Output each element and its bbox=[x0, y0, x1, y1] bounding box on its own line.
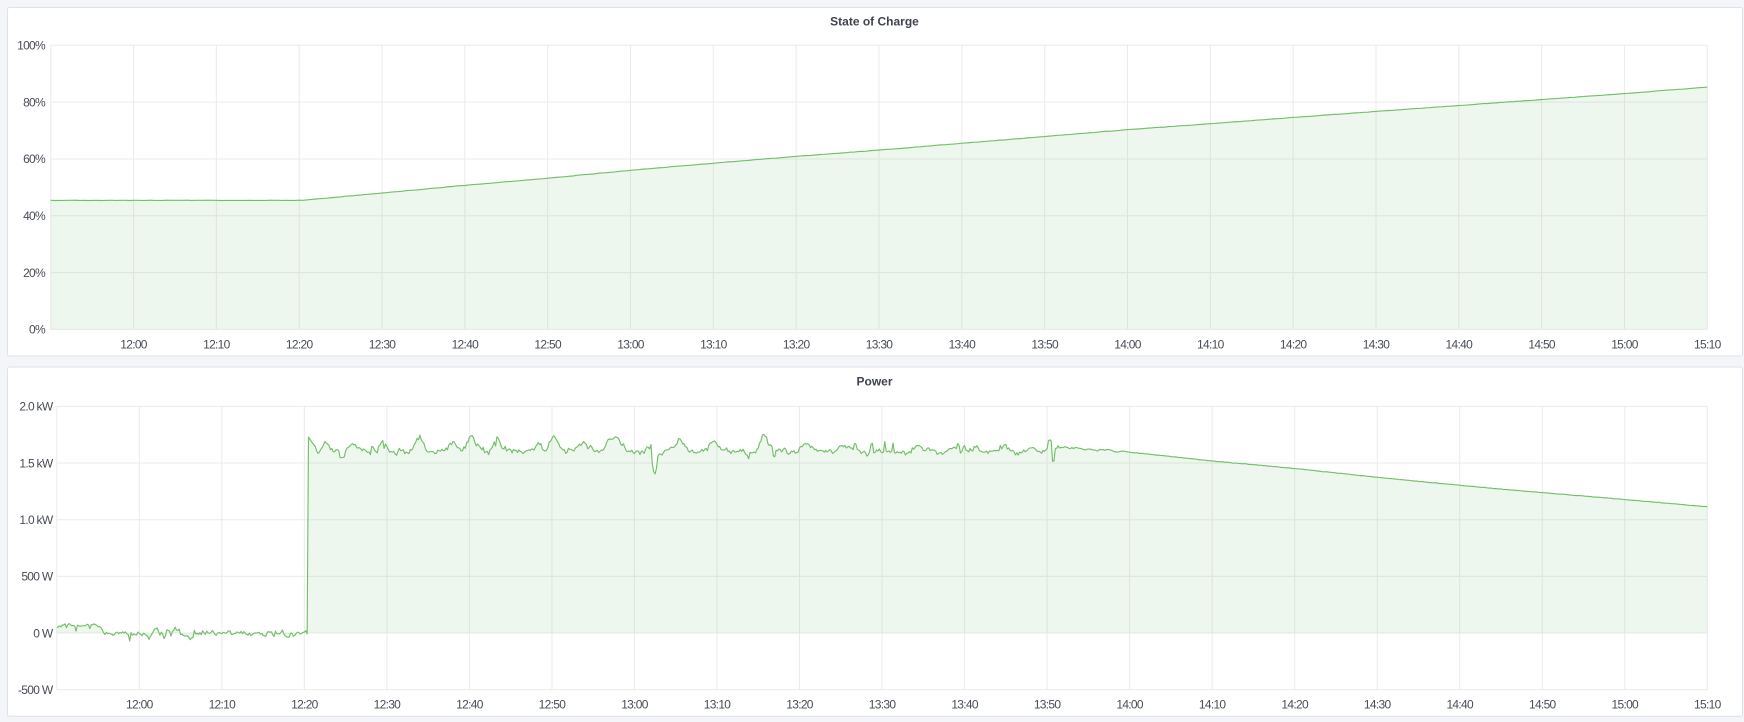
svg-text:12:30: 12:30 bbox=[369, 338, 397, 352]
svg-text:13:00: 13:00 bbox=[617, 338, 645, 352]
svg-text:13:40: 13:40 bbox=[951, 698, 979, 712]
svg-text:14:40: 14:40 bbox=[1446, 338, 1474, 352]
svg-text:13:50: 13:50 bbox=[1034, 698, 1062, 712]
svg-text:13:20: 13:20 bbox=[786, 698, 814, 712]
svg-text:100%: 100% bbox=[17, 39, 46, 53]
svg-text:15:10: 15:10 bbox=[1694, 338, 1722, 352]
svg-text:14:50: 14:50 bbox=[1529, 698, 1557, 712]
svg-text:12:10: 12:10 bbox=[203, 338, 231, 352]
svg-text:14:40: 14:40 bbox=[1446, 698, 1474, 712]
svg-text:60%: 60% bbox=[23, 152, 46, 166]
svg-text:13:00: 13:00 bbox=[621, 698, 649, 712]
svg-text:40%: 40% bbox=[23, 209, 46, 223]
svg-text:14:50: 14:50 bbox=[1528, 338, 1556, 352]
svg-text:12:30: 12:30 bbox=[374, 698, 402, 712]
svg-text:13:30: 13:30 bbox=[866, 338, 894, 352]
svg-text:12:40: 12:40 bbox=[452, 338, 480, 352]
svg-text:13:10: 13:10 bbox=[700, 338, 728, 352]
svg-text:Power: Power bbox=[856, 375, 892, 389]
svg-text:80%: 80% bbox=[23, 95, 46, 109]
svg-text:0%: 0% bbox=[29, 323, 46, 337]
svg-text:14:10: 14:10 bbox=[1197, 338, 1225, 352]
svg-text:15:10: 15:10 bbox=[1694, 698, 1722, 712]
svg-text:500 W: 500 W bbox=[21, 570, 54, 584]
svg-text:12:00: 12:00 bbox=[126, 698, 154, 712]
svg-text:14:00: 14:00 bbox=[1114, 338, 1142, 352]
svg-text:12:20: 12:20 bbox=[286, 338, 314, 352]
svg-text:14:10: 14:10 bbox=[1199, 698, 1227, 712]
svg-text:12:10: 12:10 bbox=[209, 698, 237, 712]
svg-text:14:30: 14:30 bbox=[1364, 698, 1392, 712]
svg-text:2.0 kW: 2.0 kW bbox=[19, 400, 54, 414]
svg-text:13:30: 13:30 bbox=[869, 698, 897, 712]
svg-text:14:30: 14:30 bbox=[1363, 338, 1391, 352]
svg-text:14:20: 14:20 bbox=[1281, 698, 1309, 712]
svg-text:15:00: 15:00 bbox=[1611, 338, 1639, 352]
svg-text:13:20: 13:20 bbox=[783, 338, 811, 352]
svg-text:14:00: 14:00 bbox=[1116, 698, 1144, 712]
svg-text:20%: 20% bbox=[23, 266, 46, 280]
svg-text:12:50: 12:50 bbox=[539, 698, 567, 712]
svg-text:12:20: 12:20 bbox=[291, 698, 319, 712]
svg-text:14:20: 14:20 bbox=[1280, 338, 1308, 352]
svg-text:12:50: 12:50 bbox=[534, 338, 562, 352]
svg-text:13:40: 13:40 bbox=[949, 338, 977, 352]
svg-text:0 W: 0 W bbox=[33, 626, 54, 640]
svg-text:1.5 kW: 1.5 kW bbox=[19, 456, 54, 470]
svg-text:15:00: 15:00 bbox=[1612, 698, 1640, 712]
svg-text:12:00: 12:00 bbox=[120, 338, 148, 352]
svg-text:13:10: 13:10 bbox=[704, 698, 732, 712]
svg-text:12:40: 12:40 bbox=[456, 698, 484, 712]
svg-text:State of Charge: State of Charge bbox=[830, 15, 919, 29]
svg-text:13:50: 13:50 bbox=[1031, 338, 1059, 352]
svg-text:1.0 kW: 1.0 kW bbox=[19, 513, 54, 527]
svg-text:-500 W: -500 W bbox=[18, 683, 54, 697]
